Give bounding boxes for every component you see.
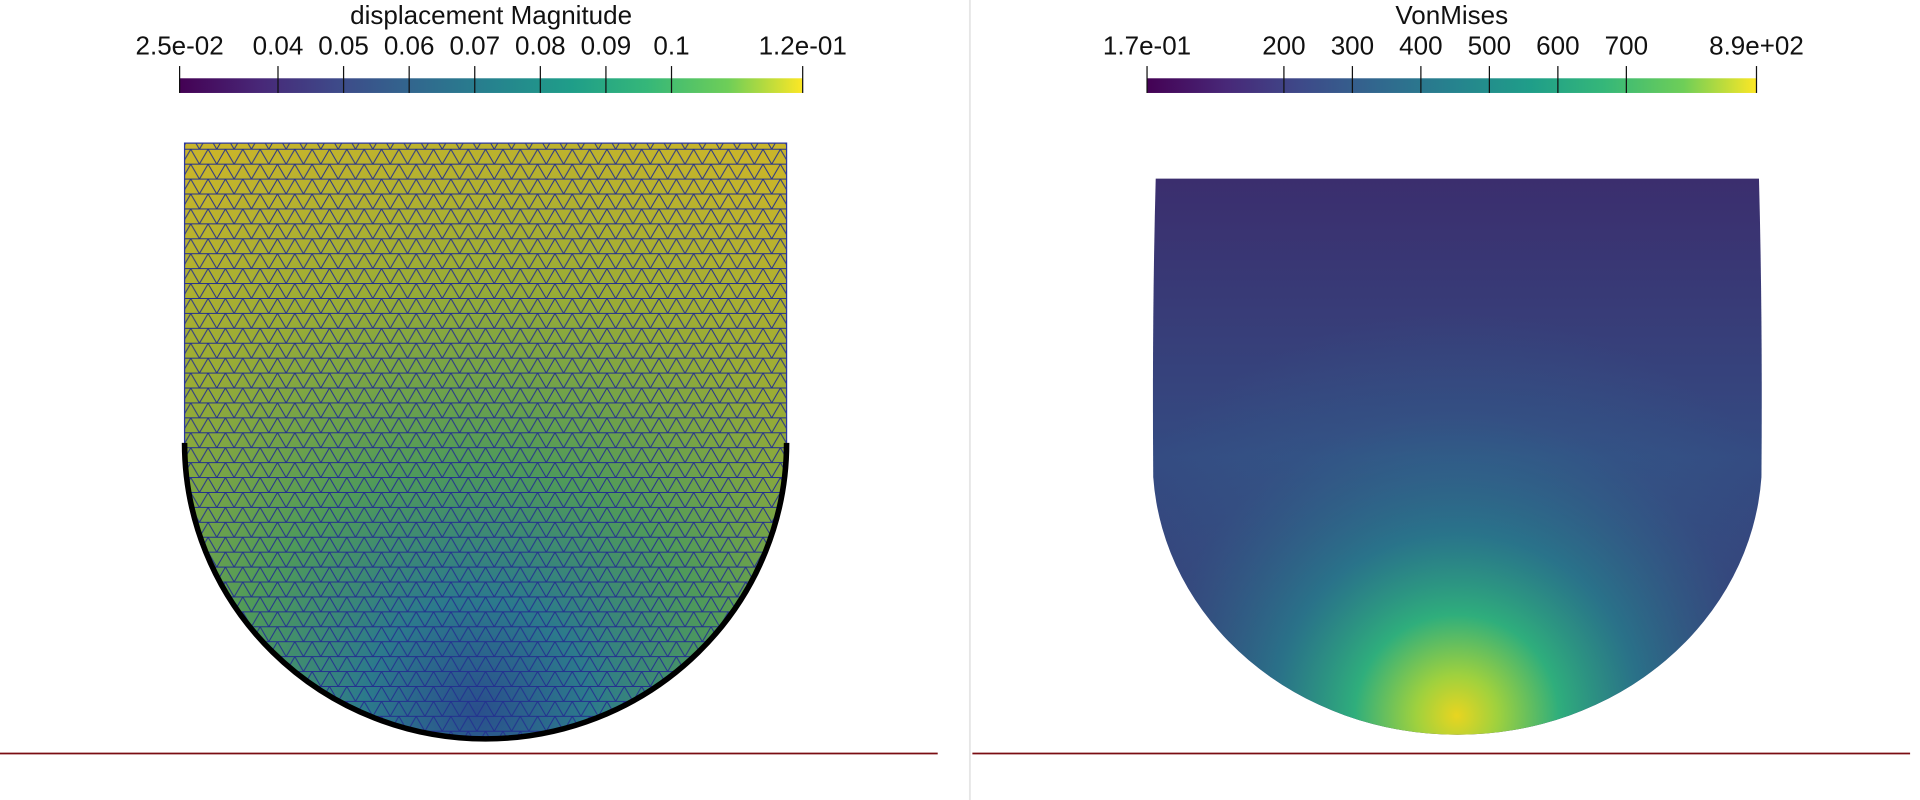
colorbar-tick-label: 200 bbox=[1262, 33, 1305, 61]
colorbar-tick-label: 2.5e-02 bbox=[136, 33, 224, 61]
colorbar-tick-label: 1.7e-01 bbox=[1103, 33, 1191, 61]
colorbar-tick-label: 400 bbox=[1399, 33, 1442, 61]
colorbar-tick-label: 1.2e-01 bbox=[759, 33, 847, 61]
colorbar-tick-label: 600 bbox=[1536, 33, 1579, 61]
colorbar-tick-label: 0.05 bbox=[318, 33, 369, 61]
vonmises-hotspot bbox=[1152, 178, 1762, 735]
colorbar-tick-label: 0.07 bbox=[449, 33, 500, 61]
colorbar-tick-label: 500 bbox=[1468, 33, 1511, 61]
colorbar-tick-label: 0.04 bbox=[253, 33, 304, 61]
colorbar-title: VonMises bbox=[1395, 2, 1508, 30]
colorbars: displacement Magnitude 2.5e-02 0.04 0.05 0.0… bbox=[136, 2, 1804, 93]
colorbar-tick-label: 0.09 bbox=[581, 33, 632, 61]
mesh-wireframe bbox=[183, 142, 788, 740]
colorbar-tick-label: 0.1 bbox=[653, 33, 689, 61]
colorbar bbox=[179, 78, 803, 93]
contact-boundary bbox=[181, 442, 790, 742]
colorbar-tick-label: 0.08 bbox=[515, 33, 566, 61]
colorbar-title: displacement Magnitude bbox=[350, 2, 632, 30]
colorbar-tick-label: 0.06 bbox=[384, 33, 435, 61]
colorbar-tick-label: 300 bbox=[1331, 33, 1374, 61]
colorbar bbox=[1147, 78, 1757, 93]
colorbar-tick-label: 700 bbox=[1605, 33, 1648, 61]
colorbar-tick-label: 8.9e+02 bbox=[1709, 33, 1804, 61]
